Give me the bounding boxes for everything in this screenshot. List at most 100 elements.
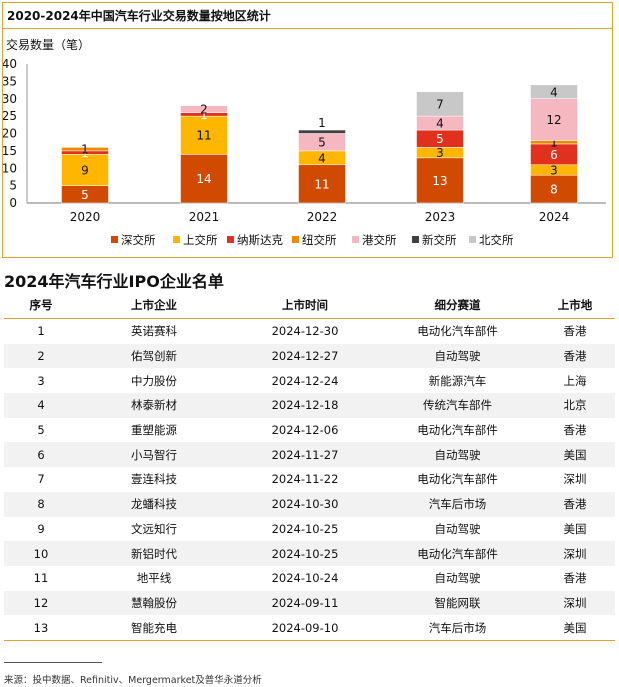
cell-date: 2024-09-11	[230, 590, 380, 616]
cell-sector: 汽车后市场	[380, 491, 535, 517]
table-row: 5 重塑能源 2024-12-06 电动化汽车部件 香港	[4, 418, 615, 443]
title-divider	[3, 28, 612, 29]
legend-swatch	[111, 236, 118, 243]
cell-index: 1	[37, 324, 45, 339]
table-row: 6 小马智行 2024-11-27 自动驾驶 美国	[4, 442, 615, 468]
legend-label: 深交所	[121, 233, 156, 247]
cell-exchange: 美国	[535, 615, 615, 641]
data-label: 3	[550, 163, 558, 177]
table-row: 7 壹连科技 2024-11-22 电动化汽车部件 深圳	[4, 467, 615, 492]
cell-index: 9	[37, 521, 45, 536]
data-label: 14	[196, 172, 211, 186]
data-label: 12	[546, 113, 561, 127]
cell-company: 英诺赛科	[131, 324, 177, 339]
cell-index: 7	[37, 472, 45, 487]
data-label: 6	[550, 148, 558, 162]
legend-label: 纳斯达克	[237, 233, 283, 247]
header-sector: 细分赛道	[380, 292, 535, 319]
cell-sector: 自动驾驶	[434, 571, 481, 586]
cell-company: 小马智行	[78, 442, 230, 468]
cell-exchange: 上海	[563, 373, 587, 388]
header-company: 上市企业	[78, 292, 230, 319]
legend-label: 纽交所	[302, 233, 337, 247]
cell-index: 3	[37, 373, 45, 388]
cell-exchange: 北京	[535, 393, 615, 418]
legend-label: 新交所	[422, 233, 457, 247]
y-tick-label: 25	[3, 109, 17, 123]
legend-swatch	[292, 236, 299, 243]
cell-exchange: 深圳	[535, 590, 615, 616]
cell-index: 6	[4, 442, 78, 468]
x-tick-label: 2023	[425, 210, 456, 224]
header-date: 上市时间	[230, 292, 380, 319]
data-label: 1	[81, 143, 89, 157]
bar-segment	[298, 164, 346, 204]
bar-segment	[416, 157, 464, 204]
cell-exchange: 美国	[535, 442, 615, 468]
cell-sector: 自动驾驶	[434, 521, 481, 536]
data-label: 5	[436, 132, 444, 146]
cell-exchange: 深圳	[563, 472, 587, 487]
cell-index: 12	[4, 590, 78, 616]
header-index: 序号	[4, 292, 78, 319]
data-label: 4	[550, 85, 558, 99]
cell-company: 中力股份	[131, 373, 177, 388]
cell-date: 2024-12-27	[230, 343, 380, 369]
cell-company: 龙蟠科技	[78, 491, 230, 517]
cell-company: 慧翰股份	[78, 590, 230, 616]
bar-segment	[180, 105, 228, 113]
cell-date: 2024-10-24	[271, 571, 339, 586]
cell-date: 2024-12-18	[230, 393, 380, 418]
bar-segment	[416, 91, 464, 117]
cell-index: 4	[4, 393, 78, 418]
data-label: 5	[318, 136, 326, 150]
cell-exchange: 深圳	[535, 541, 615, 566]
cell-exchange: 香港	[563, 571, 587, 586]
bar-segment	[530, 174, 578, 204]
bar-segment	[530, 98, 578, 141]
table-row: 10 新铝时代 2024-10-25 电动化汽车部件 深圳	[4, 541, 615, 566]
legend-swatch	[227, 236, 234, 243]
cell-date: 2024-10-25	[230, 541, 380, 566]
data-label: 1	[550, 136, 558, 150]
data-label: 1	[318, 116, 326, 130]
cell-sector: 电动化汽车部件	[417, 472, 498, 487]
table-header-row: 序号 上市企业 上市时间 细分赛道 上市地	[4, 292, 615, 319]
y-tick-label: 40	[3, 57, 17, 71]
y-tick-label: 15	[3, 144, 17, 158]
y-tick-label: 35	[3, 74, 17, 88]
cell-index: 11	[33, 571, 49, 586]
bar-segment	[180, 115, 228, 155]
y-tick-label: 5	[9, 179, 17, 193]
cell-sector: 电动化汽车部件	[380, 541, 535, 566]
legend-swatch	[173, 236, 180, 243]
cell-company: 重塑能源	[131, 423, 177, 438]
y-axis-label: 交易数量（笔）	[6, 38, 91, 52]
cell-index: 5	[37, 423, 45, 438]
chart-panel: 2020-2024年中国汽车行业交易数量按地区统计 交易数量（笔） 0 5 10 15…	[2, 2, 613, 258]
table-body: 1 英诺赛科 2024-12-30 电动化汽车部件 香港 2 佑驾创新 2024-12-27 自…	[4, 319, 615, 641]
cell-date: 2024-12-30	[271, 324, 339, 339]
cell-company: 地平线	[136, 571, 172, 586]
cell-date: 2024-12-24	[271, 373, 339, 388]
data-label: 7	[436, 97, 444, 111]
data-label: 4	[436, 117, 444, 131]
header-exchange: 上市地	[535, 292, 615, 319]
cell-date: 2024-10-30	[230, 491, 380, 517]
data-label: 9	[81, 163, 89, 177]
table-row: 11 地平线 2024-10-24 自动驾驶 香港	[4, 566, 615, 591]
bar-segment	[61, 147, 109, 152]
table-row: 1 英诺赛科 2024-12-30 电动化汽车部件 香港	[4, 319, 615, 344]
cell-exchange: 美国	[563, 521, 587, 536]
cell-sector: 自动驾驶	[380, 442, 535, 468]
cell-sector: 汽车后市场	[380, 615, 535, 641]
cell-sector: 新能源汽车	[428, 373, 487, 388]
source-divider	[4, 662, 102, 663]
cell-date: 2024-10-25	[271, 521, 339, 536]
data-label: 3	[436, 146, 444, 160]
cell-date: 2024-11-27	[230, 442, 380, 468]
x-tick-label: 2021	[189, 210, 220, 224]
table-title: 2024年汽车行业IPO企业名单	[4, 272, 224, 291]
cell-company: 文远知行	[131, 521, 177, 536]
cell-index: 8	[4, 491, 78, 517]
